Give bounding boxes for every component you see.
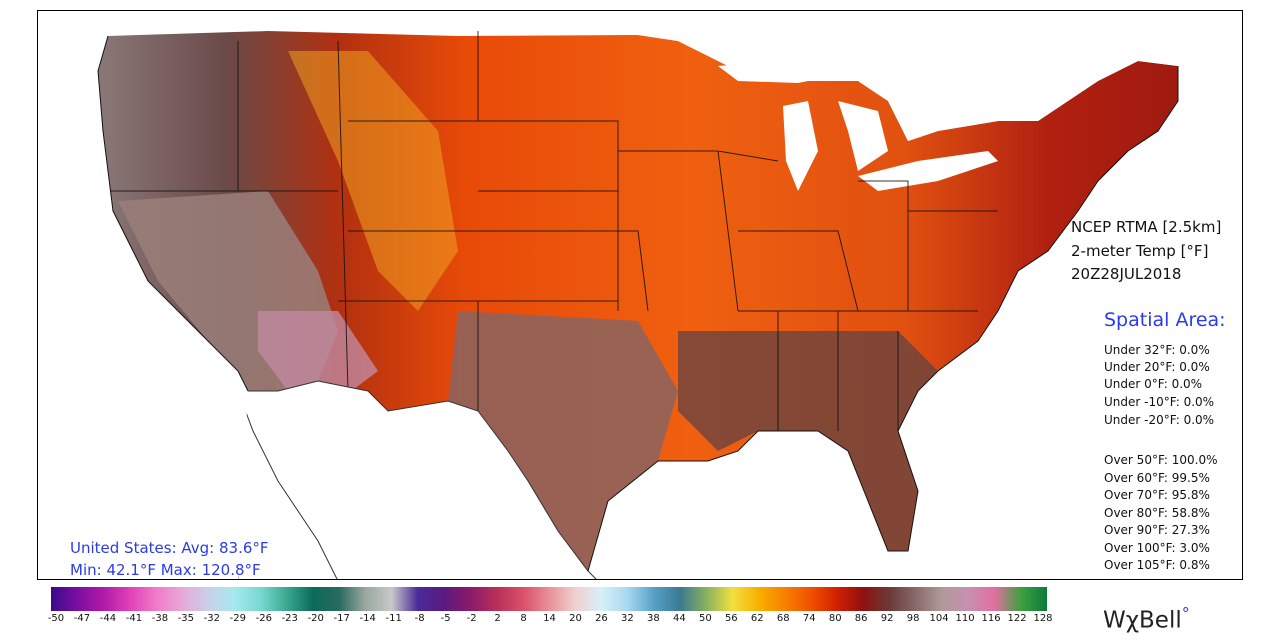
- colorbar-tick-label: 104: [929, 613, 949, 624]
- over-stat: Over 90°F: 27.3%: [1104, 523, 1210, 537]
- over-stat: Over 80°F: 58.8%: [1104, 506, 1210, 520]
- state-borders: [108, 31, 998, 431]
- colorbar-tick-label: 50: [698, 613, 712, 624]
- under-stat: Under 32°F: 0.0%: [1104, 343, 1210, 357]
- colorbar-tick-label: -2: [466, 613, 477, 624]
- colorbar-tick-label: -44: [99, 613, 117, 624]
- over-stat: Over 70°F: 95.8%: [1104, 488, 1210, 502]
- over-stat: Over 50°F: 100.0%: [1104, 453, 1218, 467]
- hot-zone-southeast: [678, 331, 938, 551]
- great-lake-huron: [838, 101, 888, 171]
- colorbar-tick-label: -32: [203, 613, 220, 624]
- colorbar-tick-label: 14: [543, 613, 556, 624]
- under-stat: Under 20°F: 0.0%: [1104, 360, 1210, 374]
- under-stat: Under -10°F: 0.0%: [1104, 395, 1215, 409]
- colorbar-tick-label: -35: [177, 613, 195, 624]
- colorbar-tick-label: -20: [307, 613, 324, 624]
- colorbar-tick-label: -41: [125, 613, 143, 624]
- temperature-colorbar: [51, 587, 1047, 611]
- variable-label: 2-meter Temp [°F]: [1071, 242, 1209, 260]
- colorbar-tick-label: 38: [647, 613, 660, 624]
- colorbar-tick-label: 122: [1007, 613, 1027, 624]
- colorbar-tick-label: 2: [494, 613, 501, 624]
- colorbar-tick-label: -23: [281, 613, 298, 624]
- valid-time-label: 20Z28JUL2018: [1071, 265, 1182, 283]
- colorbar-tick-label: 20: [569, 613, 582, 624]
- atlantic-region: [898, 91, 1242, 579]
- hot-zone-texas: [448, 311, 678, 571]
- under-stat: Under 0°F: 0.0%: [1104, 377, 1203, 391]
- colorbar-tick-label: 68: [776, 613, 790, 624]
- canada-region: [638, 11, 1242, 141]
- wxbell-logo: WχBell°: [1103, 604, 1190, 634]
- colorbar-tick-label: -8: [414, 613, 425, 624]
- colorbar-tick-label: 56: [724, 613, 738, 624]
- colorbar-tick-label: -47: [73, 613, 91, 624]
- logo-text: WχBell: [1103, 607, 1182, 634]
- colorbar-tick-label: -26: [255, 613, 272, 624]
- model-label: NCEP RTMA [2.5km]: [1071, 218, 1222, 236]
- colorbar-tick-label: 80: [828, 613, 842, 624]
- under-stat: Under -20°F: 0.0%: [1104, 413, 1215, 427]
- colorbar-tick-label: -38: [151, 613, 169, 624]
- min-max-label: Min: 42.1°F Max: 120.8°F: [70, 561, 261, 579]
- mexico-region: [237, 380, 597, 579]
- colorbar-tick-label: 92: [880, 613, 894, 624]
- gulf-region: [598, 431, 898, 579]
- over-stat: Over 60°F: 99.5%: [1104, 471, 1210, 485]
- colorbar-tick-label: 62: [750, 613, 764, 624]
- baja-outline: [237, 390, 338, 579]
- colorbar-tick-label: 26: [595, 613, 608, 624]
- spatial-area-title: Spatial Area:: [1104, 309, 1226, 331]
- colorbar-tick-label: 98: [906, 613, 920, 624]
- colorbar-tick-label: 86: [854, 613, 868, 624]
- coastlines: [97, 35, 1179, 572]
- colorbar-tick-label: -14: [359, 613, 376, 624]
- great-lake-michigan: [783, 101, 818, 191]
- us-average-label: United States: Avg: 83.6°F: [70, 539, 269, 557]
- colorbar-tick-label: 8: [520, 613, 527, 624]
- colorbar-tick-label: -29: [229, 613, 246, 624]
- colorbar-tick-label: 110: [955, 613, 975, 624]
- over-stat: Over 100°F: 3.0%: [1104, 541, 1210, 555]
- colorbar-tick-label: 32: [621, 613, 634, 624]
- pacific-region: [38, 11, 248, 579]
- colorbar-tick-label: -50: [47, 613, 65, 624]
- colorbar-tick-label: 44: [672, 613, 686, 624]
- over-stat: Over 105°F: 0.8%: [1104, 558, 1210, 572]
- colorbar-tick-label: -17: [333, 613, 350, 624]
- rockies-cool-band: [288, 51, 458, 311]
- colorbar-tick-label: -5: [440, 613, 451, 624]
- colorbar-tick-label: 116: [981, 613, 1001, 624]
- colorbar-tick-label: 74: [802, 613, 816, 624]
- colorbar-tick-label: 128: [1033, 613, 1053, 624]
- colorbar-tick-label: -11: [385, 613, 402, 624]
- logo-mark: °: [1181, 604, 1190, 623]
- temperature-map: [37, 10, 1243, 580]
